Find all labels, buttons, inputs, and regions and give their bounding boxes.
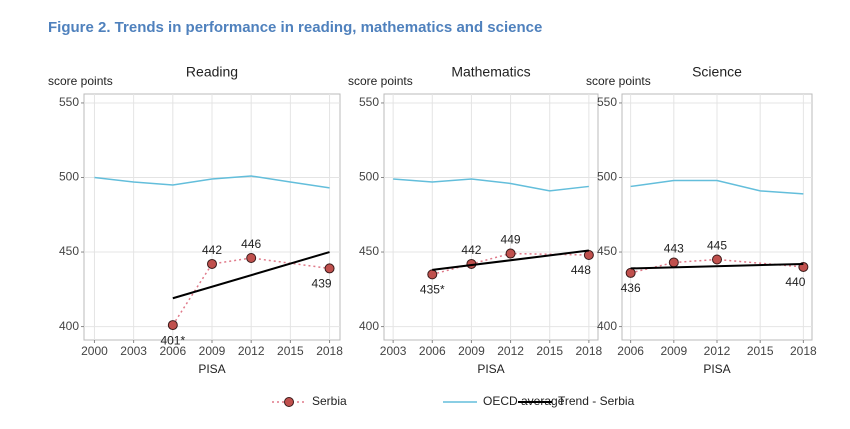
x-tick-label: 2003 bbox=[380, 344, 407, 358]
data-label: 435* bbox=[420, 283, 445, 297]
legend-swatch bbox=[284, 397, 294, 407]
x-tick-label: 2009 bbox=[660, 344, 687, 358]
data-label: 446 bbox=[241, 237, 261, 251]
data-label: 445 bbox=[707, 239, 727, 253]
y-tick-label: 500 bbox=[597, 170, 617, 184]
y-tick-label: 500 bbox=[359, 170, 379, 184]
data-label: 449 bbox=[501, 233, 521, 247]
x-tick-label: 2012 bbox=[238, 344, 265, 358]
data-label: 436 bbox=[621, 281, 641, 295]
data-label: 401* bbox=[160, 333, 185, 347]
serbia-point bbox=[505, 248, 516, 259]
serbia-point bbox=[668, 257, 679, 268]
serbia-point bbox=[167, 320, 178, 331]
legend-label: Serbia bbox=[312, 394, 347, 408]
x-tick-label: 2018 bbox=[576, 344, 603, 358]
serbia-point bbox=[625, 267, 636, 278]
x-tick-label: 2000 bbox=[81, 344, 108, 358]
serbia-line bbox=[432, 252, 589, 276]
y-tick-label: 400 bbox=[597, 319, 617, 333]
x-tick-label: 2018 bbox=[316, 344, 343, 358]
serbia-point bbox=[712, 254, 722, 265]
serbia-point bbox=[324, 263, 335, 274]
figure-title: Figure 2. Trends in performance in readi… bbox=[48, 19, 542, 36]
panel-title: Mathematics bbox=[451, 64, 530, 80]
x-axis-label: PISA bbox=[703, 362, 730, 376]
x-axis-label: PISA bbox=[477, 362, 504, 376]
x-tick-label: 2018 bbox=[790, 344, 817, 358]
y-tick-label: 400 bbox=[359, 319, 379, 333]
serbia-point bbox=[207, 258, 217, 269]
trend-line bbox=[630, 262, 804, 270]
data-label: 442 bbox=[202, 243, 222, 257]
serbia-point bbox=[583, 250, 594, 261]
y-axis-label: score points bbox=[586, 74, 651, 88]
trend-line bbox=[172, 251, 330, 300]
plot-panel bbox=[383, 93, 599, 341]
panel-title: Reading bbox=[186, 64, 238, 80]
serbia-point bbox=[427, 269, 438, 280]
x-tick-label: 2006 bbox=[159, 344, 186, 358]
x-tick-label: 2012 bbox=[497, 344, 524, 358]
data-label: 442 bbox=[461, 243, 481, 257]
x-tick-label: 2006 bbox=[617, 344, 644, 358]
x-tick-label: 2015 bbox=[277, 344, 304, 358]
legend-label: Trend - Serbia bbox=[558, 394, 635, 408]
trend-line bbox=[432, 249, 589, 271]
x-axis-label: PISA bbox=[198, 362, 225, 376]
data-label: 439 bbox=[312, 277, 332, 291]
x-tick-label: 2015 bbox=[747, 344, 774, 358]
oecd-line bbox=[630, 179, 804, 195]
y-axis-label: score points bbox=[348, 74, 413, 88]
data-label: 448 bbox=[571, 263, 591, 277]
data-label: 440 bbox=[785, 275, 805, 289]
y-tick-label: 550 bbox=[597, 95, 617, 109]
y-tick-label: 400 bbox=[59, 319, 79, 333]
x-tick-label: 2012 bbox=[704, 344, 731, 358]
x-tick-label: 2009 bbox=[199, 344, 226, 358]
x-tick-label: 2015 bbox=[536, 344, 563, 358]
oecd-line bbox=[94, 175, 330, 189]
x-tick-label: 2009 bbox=[458, 344, 485, 358]
y-tick-label: 550 bbox=[359, 95, 379, 109]
serbia-line bbox=[630, 258, 804, 274]
y-tick-label: 500 bbox=[59, 170, 79, 184]
oecd-line bbox=[393, 178, 589, 192]
y-tick-label: 450 bbox=[597, 244, 617, 258]
serbia-point bbox=[246, 253, 257, 263]
data-label: 443 bbox=[664, 242, 684, 256]
x-tick-label: 2006 bbox=[419, 344, 446, 358]
x-tick-label: 2003 bbox=[120, 344, 147, 358]
y-tick-label: 450 bbox=[59, 244, 79, 258]
y-tick-label: 450 bbox=[359, 244, 379, 258]
panel-title: Science bbox=[692, 64, 742, 80]
y-tick-label: 550 bbox=[59, 95, 79, 109]
y-axis-label: score points bbox=[48, 74, 113, 88]
